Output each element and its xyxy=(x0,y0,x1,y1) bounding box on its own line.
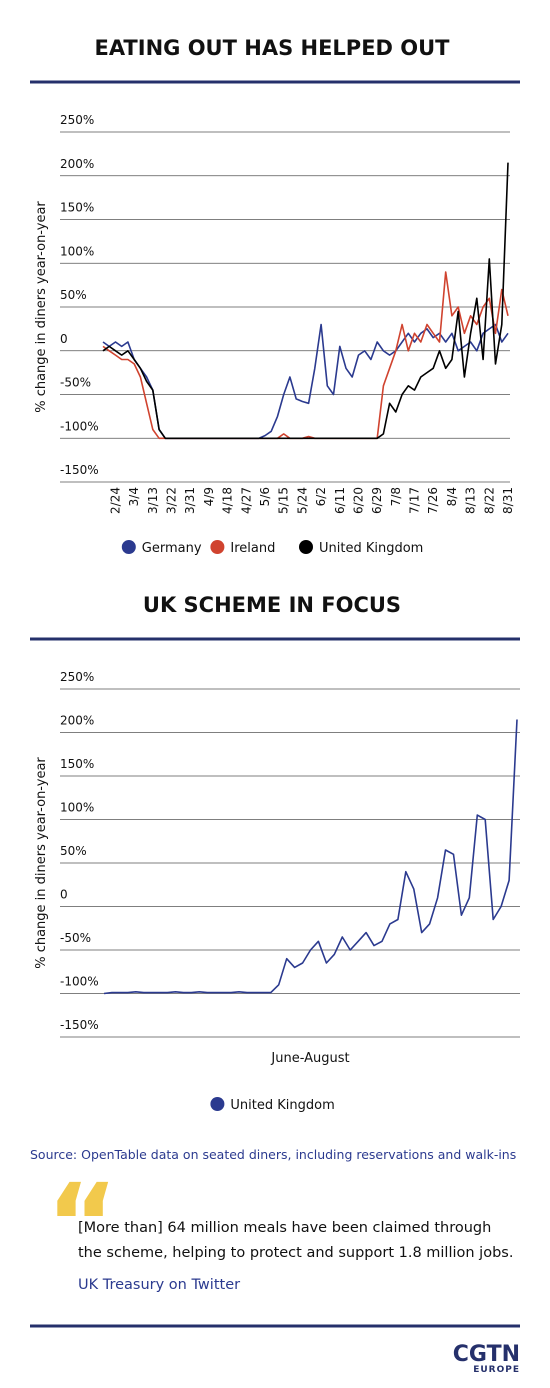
x-tick-label: 3/22 xyxy=(165,487,179,514)
x-tick-label: 8/22 xyxy=(482,487,496,514)
x-tick-label: 8/13 xyxy=(464,487,478,514)
legend-marker xyxy=(210,1097,225,1111)
y-tick-label: 150% xyxy=(60,201,94,215)
y-tick-label: 100% xyxy=(60,244,94,258)
x-tick-label: 5/15 xyxy=(277,487,291,514)
y-tick-label: -100% xyxy=(60,975,99,989)
series-line xyxy=(102,162,509,440)
x-tick-label: 8/31 xyxy=(501,487,515,514)
source: Source: OpenTable data on seated diners,… xyxy=(30,1147,516,1162)
y-axis-label: % change in diners year-on-year xyxy=(34,201,49,413)
x-axis-label: June-August xyxy=(270,1051,349,1066)
series-line xyxy=(102,271,509,440)
x-tick-label: 4/18 xyxy=(221,487,235,514)
x-tick-label: 5/24 xyxy=(295,487,309,514)
legend-label: Ireland xyxy=(230,541,275,556)
x-tick-label: 6/11 xyxy=(333,487,347,514)
x-tick-label: 3/31 xyxy=(183,487,197,514)
chart-title: EATING OUT HAS HELPED OUT xyxy=(94,36,450,60)
legend-marker xyxy=(210,540,225,554)
x-tick-label: 6/2 xyxy=(314,487,328,506)
y-tick-label: -100% xyxy=(60,419,99,433)
y-tick-label: 250% xyxy=(60,670,94,684)
quote-text: the scheme, helping to protect and suppo… xyxy=(78,1245,513,1261)
y-tick-label: 50% xyxy=(60,288,87,302)
y-tick-label: -50% xyxy=(60,931,91,945)
y-tick-label: -150% xyxy=(60,1018,99,1032)
x-tick-label: 3/4 xyxy=(127,487,141,506)
y-tick-label: 200% xyxy=(60,157,94,171)
legend-label: Germany xyxy=(142,541,202,556)
y-tick-label: 0 xyxy=(60,888,68,902)
x-tick-label: 7/8 xyxy=(389,487,403,506)
x-tick-label: 4/27 xyxy=(239,487,253,514)
legend-marker xyxy=(299,540,313,554)
legend-marker xyxy=(121,540,136,554)
y-axis-label: % change in diners year-on-year xyxy=(34,757,49,969)
y-tick-label: 150% xyxy=(60,757,94,771)
quote-mark: “ xyxy=(46,1160,118,1288)
series-line xyxy=(103,719,518,995)
y-tick-label: 250% xyxy=(60,113,94,127)
y-tick-label: -150% xyxy=(60,463,99,477)
x-tick-label: 7/26 xyxy=(426,487,440,514)
x-tick-label: 6/29 xyxy=(370,487,384,514)
series-line xyxy=(102,323,509,440)
y-tick-label: 200% xyxy=(60,714,94,728)
x-tick-label: 3/13 xyxy=(146,487,160,514)
legend-label: United Kingdom xyxy=(319,541,423,556)
y-tick-label: 0 xyxy=(60,332,68,346)
y-tick-label: 50% xyxy=(60,844,87,858)
logo-sub: EUROPE xyxy=(473,1365,520,1375)
x-tick-label: 6/20 xyxy=(351,487,365,514)
x-tick-label: 4/9 xyxy=(202,487,216,506)
x-tick-label: 8/4 xyxy=(445,487,459,506)
x-tick-label: 2/24 xyxy=(108,487,122,514)
y-tick-label: -50% xyxy=(60,376,91,390)
logo: CGTN xyxy=(453,1342,520,1367)
x-tick-label: 7/17 xyxy=(408,487,422,514)
x-tick-label: 5/6 xyxy=(258,487,272,506)
quote-attribution: UK Treasury on Twitter xyxy=(78,1277,240,1293)
quote-text: [More than] 64 million meals have been c… xyxy=(78,1220,491,1236)
y-tick-label: 100% xyxy=(60,801,94,815)
legend-label: United Kingdom xyxy=(230,1098,334,1113)
chart-title: UK SCHEME IN FOCUS xyxy=(143,593,401,617)
